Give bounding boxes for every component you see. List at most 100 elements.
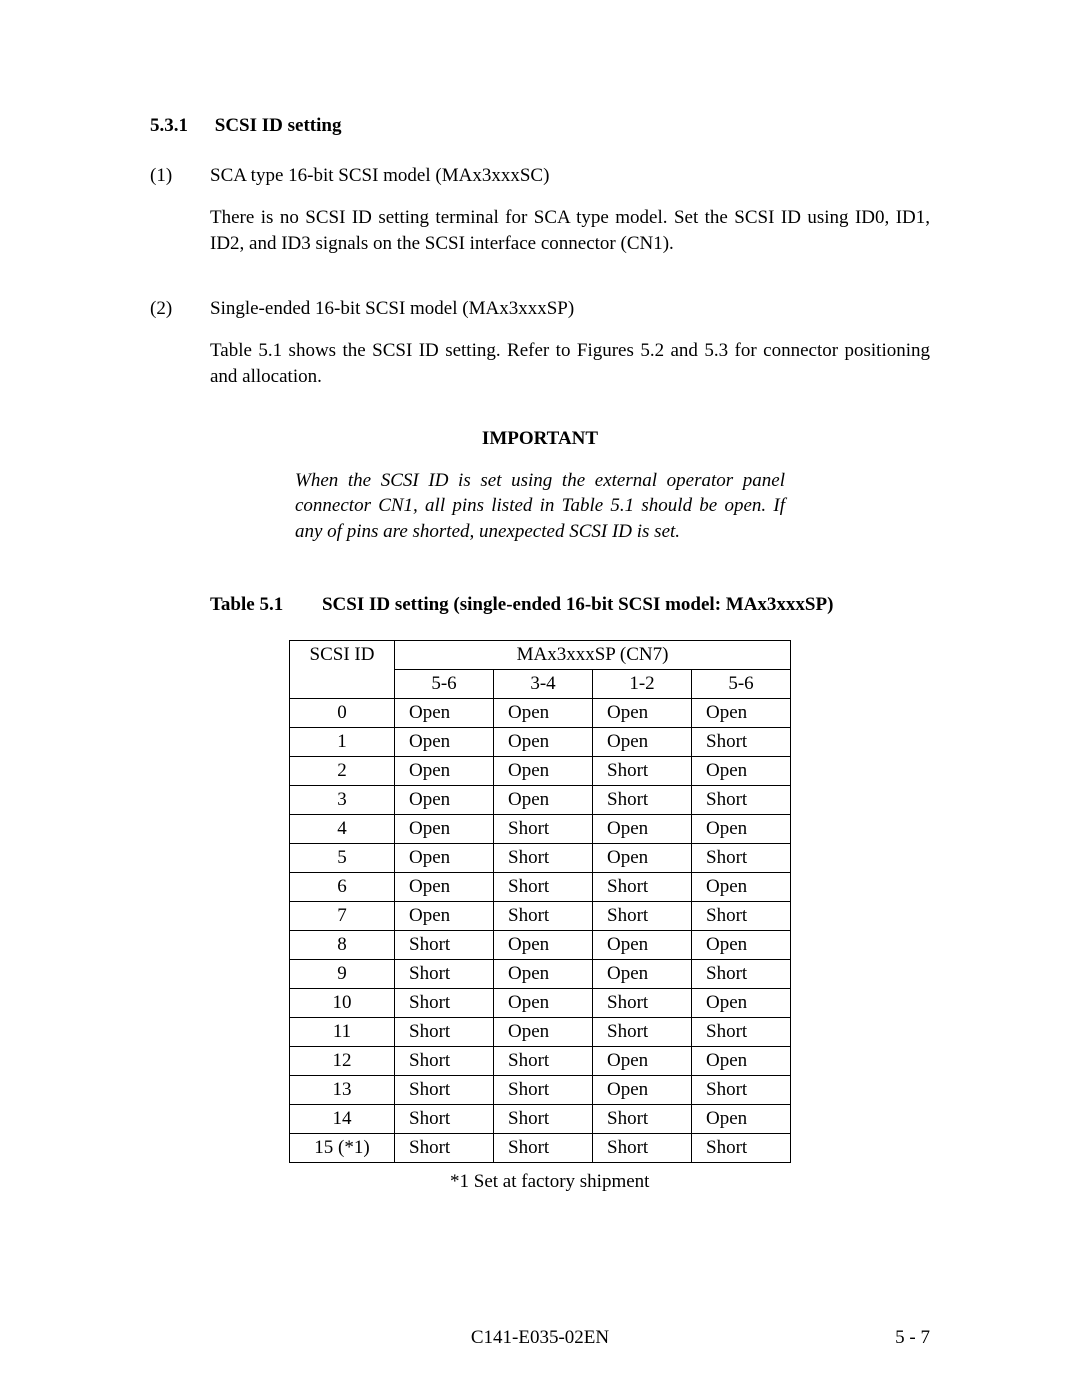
important-block: IMPORTANT When the SCSI ID is set using … bbox=[150, 428, 930, 545]
cell-value: Open bbox=[593, 699, 692, 728]
table-caption: Table 5.1 SCSI ID setting (single-ended … bbox=[150, 594, 930, 616]
cell-value: Open bbox=[494, 960, 593, 989]
table-row: 0OpenOpenOpenOpen bbox=[290, 699, 791, 728]
table-row: 2OpenOpenShortOpen bbox=[290, 757, 791, 786]
cell-value: Short bbox=[593, 989, 692, 1018]
table-row: 13ShortShortOpenShort bbox=[290, 1076, 791, 1105]
list-item: (2) Single-ended 16-bit SCSI model (MAx3… bbox=[150, 298, 930, 320]
important-title: IMPORTANT bbox=[150, 428, 930, 450]
cell-value: Short bbox=[593, 1105, 692, 1134]
cell-scsi-id: 4 bbox=[290, 815, 395, 844]
cell-scsi-id: 15 (*1) bbox=[290, 1134, 395, 1163]
cell-value: Short bbox=[593, 902, 692, 931]
cell-value: Open bbox=[692, 699, 791, 728]
cell-value: Short bbox=[494, 844, 593, 873]
cell-value: Short bbox=[494, 902, 593, 931]
column-header: 3-4 bbox=[494, 670, 593, 699]
cell-value: Short bbox=[692, 786, 791, 815]
document-page: 5.3.1 SCSI ID setting (1) SCA type 16-bi… bbox=[0, 0, 1080, 1397]
cell-scsi-id: 9 bbox=[290, 960, 395, 989]
cell-value: Open bbox=[692, 1105, 791, 1134]
list-item: (1) SCA type 16-bit SCSI model (MAx3xxxS… bbox=[150, 165, 930, 187]
table-caption-number: Table 5.1 bbox=[210, 594, 283, 616]
cell-value: Open bbox=[494, 989, 593, 1018]
cell-scsi-id: 0 bbox=[290, 699, 395, 728]
cell-value: Short bbox=[692, 902, 791, 931]
item-number: (1) bbox=[150, 165, 210, 187]
cell-value: Open bbox=[395, 699, 494, 728]
cell-value: Open bbox=[593, 844, 692, 873]
cell-value: Open bbox=[593, 960, 692, 989]
cell-value: Open bbox=[593, 931, 692, 960]
cell-value: Open bbox=[593, 1076, 692, 1105]
cell-value: Open bbox=[494, 1018, 593, 1047]
cell-value: Short bbox=[692, 1134, 791, 1163]
cell-value: Short bbox=[494, 1076, 593, 1105]
table-caption-text: SCSI ID setting (single-ended 16-bit SCS… bbox=[322, 594, 833, 615]
section-title: SCSI ID setting bbox=[215, 115, 342, 136]
table-row: 12ShortShortOpenOpen bbox=[290, 1047, 791, 1076]
cell-value: Open bbox=[395, 728, 494, 757]
cell-value: Open bbox=[395, 902, 494, 931]
cell-value: Short bbox=[494, 873, 593, 902]
column-header: 5-6 bbox=[692, 670, 791, 699]
item-heading: SCA type 16-bit SCSI model (MAx3xxxSC) bbox=[210, 165, 930, 187]
important-text: When the SCSI ID is set using the extern… bbox=[295, 468, 785, 545]
table-row: 4OpenShortOpenOpen bbox=[290, 815, 791, 844]
cell-value: Short bbox=[494, 1134, 593, 1163]
table-footnote: *1 Set at factory shipment bbox=[450, 1171, 930, 1193]
cell-value: Open bbox=[593, 1047, 692, 1076]
cell-scsi-id: 10 bbox=[290, 989, 395, 1018]
cell-value: Short bbox=[395, 960, 494, 989]
table-row: 7OpenShortShortShort bbox=[290, 902, 791, 931]
table-row: 1OpenOpenOpenShort bbox=[290, 728, 791, 757]
cell-value: Open bbox=[593, 728, 692, 757]
cell-value: Open bbox=[692, 989, 791, 1018]
cell-value: Open bbox=[395, 844, 494, 873]
footer-page-number: 5 - 7 bbox=[895, 1327, 930, 1349]
cell-value: Short bbox=[395, 1047, 494, 1076]
cell-value: Short bbox=[395, 931, 494, 960]
cell-value: Short bbox=[395, 989, 494, 1018]
table-row: 15 (*1)ShortShortShortShort bbox=[290, 1134, 791, 1163]
cell-scsi-id: 13 bbox=[290, 1076, 395, 1105]
cell-scsi-id: 14 bbox=[290, 1105, 395, 1134]
cell-value: Open bbox=[395, 873, 494, 902]
table-row: 14ShortShortShortOpen bbox=[290, 1105, 791, 1134]
cell-value: Short bbox=[593, 786, 692, 815]
cell-scsi-id: 5 bbox=[290, 844, 395, 873]
cell-value: Open bbox=[494, 931, 593, 960]
table-row: 9ShortOpenOpenShort bbox=[290, 960, 791, 989]
table-row: 10ShortOpenShortOpen bbox=[290, 989, 791, 1018]
cell-value: Short bbox=[692, 728, 791, 757]
cell-value: Short bbox=[494, 815, 593, 844]
cell-value: Open bbox=[692, 815, 791, 844]
cell-value: Open bbox=[692, 1047, 791, 1076]
cell-value: Open bbox=[494, 786, 593, 815]
section-header: 5.3.1 SCSI ID setting bbox=[150, 115, 930, 137]
cell-value: Open bbox=[494, 699, 593, 728]
cell-value: Short bbox=[692, 844, 791, 873]
cell-value: Short bbox=[395, 1105, 494, 1134]
body-paragraph: Table 5.1 shows the SCSI ID setting. Ref… bbox=[210, 338, 930, 389]
cell-value: Short bbox=[494, 1047, 593, 1076]
item-heading: Single-ended 16-bit SCSI model (MAx3xxxS… bbox=[210, 298, 930, 320]
cell-value: Open bbox=[692, 757, 791, 786]
column-header: 1-2 bbox=[593, 670, 692, 699]
scsi-id-table: SCSI ID MAx3xxxSP (CN7) 5-6 3-4 1-2 5-6 … bbox=[289, 640, 791, 1163]
cell-value: Short bbox=[593, 1134, 692, 1163]
cell-value: Short bbox=[593, 873, 692, 902]
table-row: 8ShortOpenOpenOpen bbox=[290, 931, 791, 960]
table-row: 6OpenShortShortOpen bbox=[290, 873, 791, 902]
column-header: 5-6 bbox=[395, 670, 494, 699]
cell-value: Short bbox=[593, 1018, 692, 1047]
cell-scsi-id: 8 bbox=[290, 931, 395, 960]
cell-value: Open bbox=[395, 815, 494, 844]
cell-value: Open bbox=[692, 873, 791, 902]
table-header-row: SCSI ID MAx3xxxSP (CN7) bbox=[290, 641, 791, 670]
cell-value: Short bbox=[395, 1018, 494, 1047]
cell-value: Open bbox=[395, 786, 494, 815]
cell-value: Open bbox=[593, 815, 692, 844]
table-row: 11ShortOpenShortShort bbox=[290, 1018, 791, 1047]
cell-scsi-id: 7 bbox=[290, 902, 395, 931]
